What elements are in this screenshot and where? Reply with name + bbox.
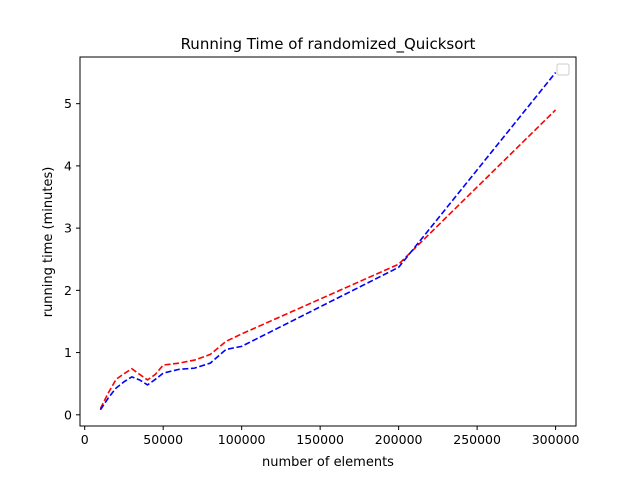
series-line-1 — [99, 109, 557, 409]
x-tick-label: 200000 — [375, 432, 423, 447]
chart-title: Running Time of randomized_Quicksort — [181, 35, 476, 54]
y-tick-label: 2 — [64, 283, 72, 298]
y-tick-label: 0 — [64, 407, 72, 422]
x-tick-label: 100000 — [218, 432, 266, 447]
y-tick-label: 3 — [64, 221, 72, 236]
y-tick-label: 4 — [64, 158, 72, 173]
x-tick-label: 0 — [81, 432, 89, 447]
y-axis-label: running time (minutes) — [41, 167, 56, 318]
axis-ticks: 0 50000 100000 150000 200000 250000 300000 0 1 2 3… — [64, 96, 579, 447]
series-line-2 — [99, 72, 557, 411]
axes-frame — [79, 56, 577, 427]
legend-box — [556, 63, 570, 76]
x-tick-label: 50000 — [143, 432, 183, 447]
y-tick-label: 1 — [64, 345, 72, 360]
x-tick-label: 300000 — [532, 432, 580, 447]
x-axis-label: number of elements — [262, 455, 394, 470]
x-tick-label: 250000 — [453, 432, 501, 447]
y-tick-label: 5 — [64, 96, 72, 111]
x-tick-label: 150000 — [296, 432, 344, 447]
plot-area — [99, 72, 557, 411]
